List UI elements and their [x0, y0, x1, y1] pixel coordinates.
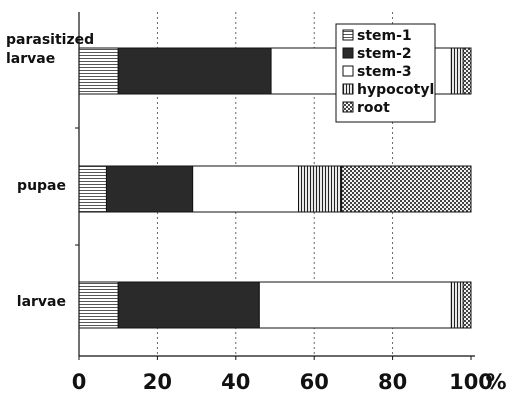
x-tick-label-40: 40: [221, 370, 250, 394]
bar-larvae-hypocotyl: [450, 281, 464, 329]
legend-label-hypocotyl: hypocotyl: [357, 82, 434, 98]
category-label-pupae: pupae: [17, 178, 66, 194]
legend-swatch-hypocotyl: [342, 83, 354, 95]
category-label-parasitized-larvae-line1: parasitized: [6, 32, 94, 48]
legend-label-root: root: [357, 100, 390, 116]
x-tick-label-20: 20: [143, 370, 172, 394]
legend-swatch-stem-1: [342, 29, 354, 41]
bar-larvae-stem-2: [117, 281, 260, 329]
category-label-larvae: larvae: [17, 294, 66, 310]
bar-pupae-hypocotyl: [298, 165, 343, 213]
legend-swatch-root: [342, 101, 354, 113]
bar-pupae-stem-2: [105, 165, 194, 213]
legend-label-stem-3: stem-3: [357, 64, 412, 80]
bar-pupae-stem-3: [192, 165, 300, 213]
bar-parasitized-larvae-root: [462, 47, 472, 95]
bar-parasitized-larvae-hypocotyl: [450, 47, 464, 95]
x-tick-label-0: 0: [72, 370, 87, 394]
bar-larvae-stem-3: [258, 281, 452, 329]
labels: 0 20 40 60 80 100% parasitized larvae pupae larva…: [6, 32, 507, 394]
x-tick-label-80: 80: [378, 370, 407, 394]
axes: [75, 12, 475, 360]
x-tick-label-60: 60: [300, 370, 329, 394]
bar-pupae-root: [341, 165, 472, 213]
bar-pupae-stem-1: [78, 165, 107, 213]
legend-label-stem-2: stem-2: [357, 46, 412, 62]
bar-parasitized-larvae-stem-2: [117, 47, 272, 95]
category-label-parasitized-larvae-line2: larvae: [6, 51, 55, 67]
legend: stem-1 stem-2 stem-3 hypocotyl root: [335, 23, 436, 123]
x-tick-label-100: 100: [449, 370, 493, 394]
bar-larvae-stem-1: [78, 281, 119, 329]
bar-parasitized-larvae-stem-1: [78, 47, 119, 95]
x-unit-label: %: [485, 370, 506, 394]
legend-label-stem-1: stem-1: [357, 28, 412, 44]
legend-swatch-stem-2: [342, 47, 354, 59]
bar-larvae-root: [462, 281, 472, 329]
legend-swatch-stem-3: [342, 65, 354, 77]
